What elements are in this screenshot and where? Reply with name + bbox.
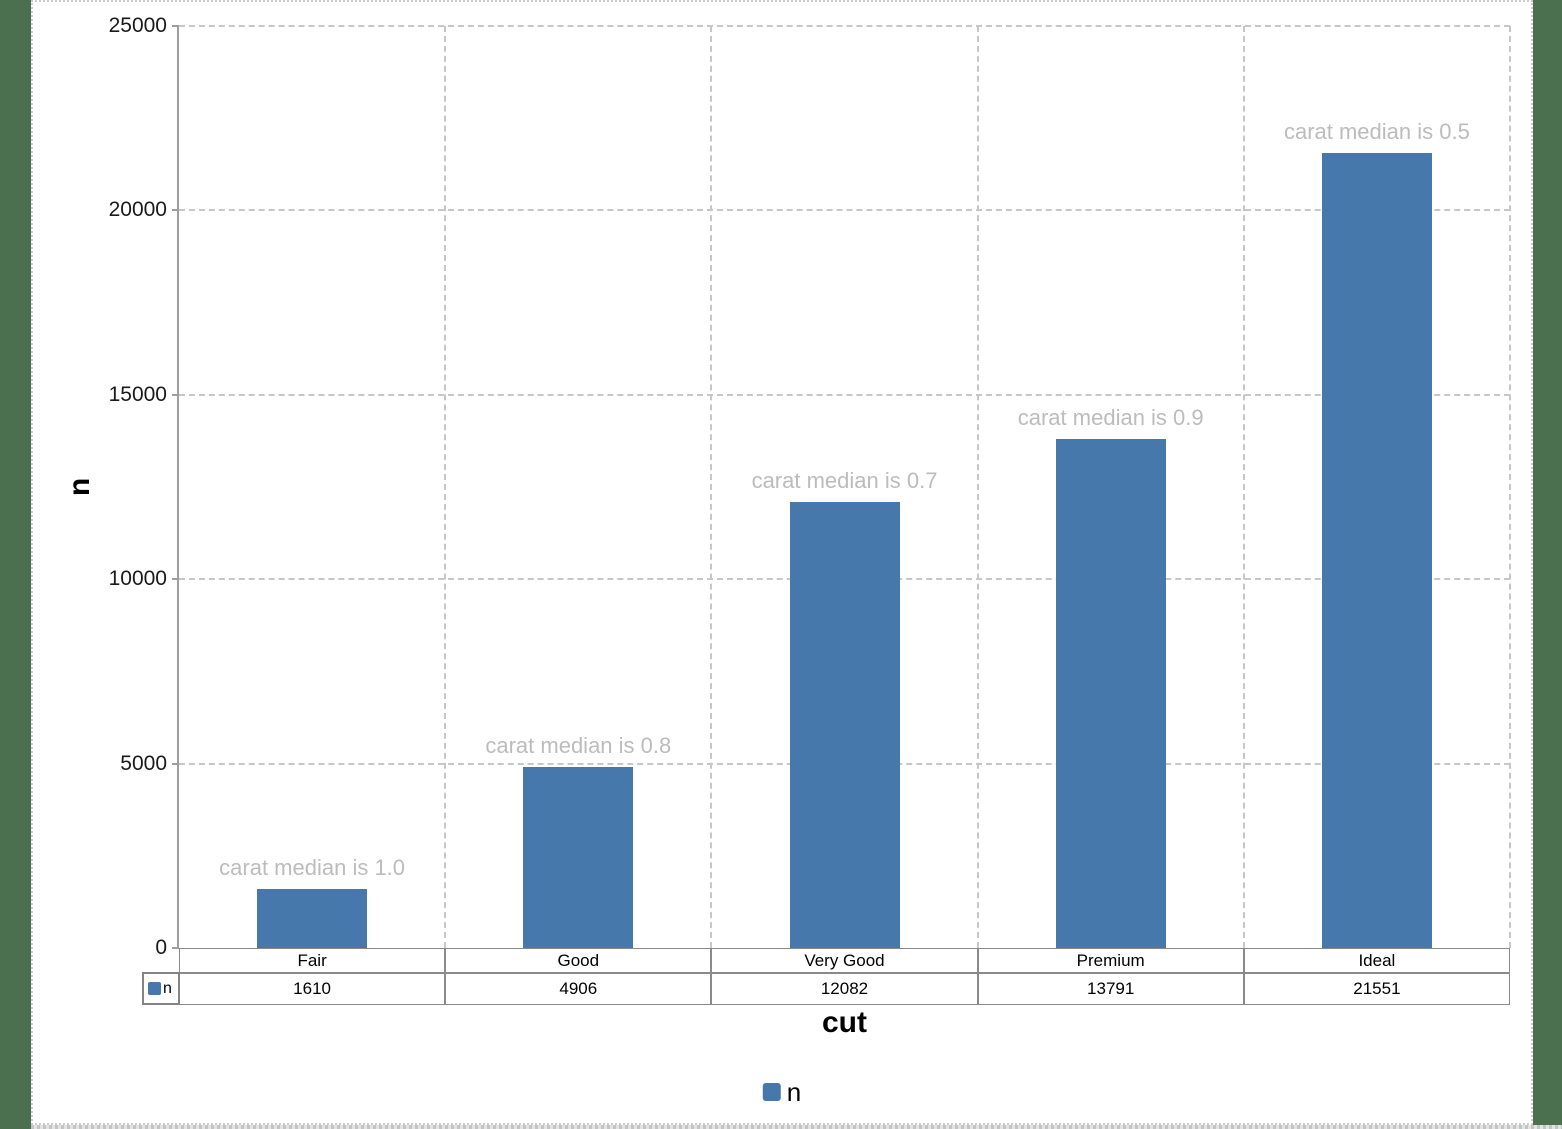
gridline-vertical [1242,26,1245,948]
y-axis-tick [172,578,179,581]
y-tick-label: 10000 [108,567,167,591]
series-swatch-icon [148,982,161,995]
table-cell-value-premium: 13791 [977,973,1244,1005]
y-tick-label: 0 [155,936,167,959]
bar-premium[interactable] [1055,439,1166,948]
gridline-horizontal [179,209,1510,212]
table-legend-key-cell: n [142,972,180,1005]
y-tick-label: 20000 [108,198,167,222]
y-axis-tick [172,209,179,212]
y-tick-label: 5000 [120,751,167,775]
y-tick-label: 25000 [108,14,167,37]
gridline-vertical [444,26,447,948]
series-name-label: n [163,979,172,997]
gridline-vertical [976,26,979,948]
y-axis-line [177,26,179,948]
bottom-strip [31,1125,1562,1129]
table-cell-value-very-good: 12082 [711,973,978,1005]
table-cell-value-ideal: 21551 [1243,973,1510,1005]
y-axis-tick [172,947,179,949]
bar-ideal[interactable] [1321,153,1432,948]
gridline-vertical [1509,26,1511,948]
bar-very-good[interactable] [789,502,900,948]
y-axis-tick [172,25,179,27]
table-cell-category-good: Good [445,948,712,973]
bar-annotation-premium: carat median is 0.9 [1017,405,1204,431]
gridline-horizontal [179,393,1510,396]
bar-annotation-ideal: carat median is 0.5 [1283,119,1470,145]
bar-fair[interactable] [257,888,368,948]
chart-panel[interactable]: n cut n 0 5000 10000 15000 20000 25000 carat m… [31,0,1533,1125]
bar-annotation-very-good: carat median is 0.7 [751,468,938,494]
table-cell-value-good: 4906 [445,973,712,1005]
gridline-horizontal [179,25,1510,27]
bar-annotation-good: carat median is 0.8 [485,733,672,759]
y-axis-tick [172,762,179,765]
table-cell-category-ideal: Ideal [1243,948,1510,973]
legend[interactable]: n [762,1077,802,1107]
table-cell-category-premium: Premium [977,948,1244,973]
bar-annotation-fair: carat median is 1.0 [219,854,406,880]
y-axis-title: n [63,477,96,497]
y-axis-tick [172,393,179,396]
legend-label: n [786,1077,802,1107]
x-axis-title: cut [822,1006,867,1039]
bar-good[interactable] [523,767,634,948]
table-cell-value-fair: 1610 [179,973,446,1005]
y-tick-label: 15000 [108,382,167,406]
gridline-vertical [710,26,713,948]
legend-swatch-icon [762,1083,781,1101]
table-cell-category-fair: Fair [179,948,446,973]
table-cell-category-very-good: Very Good [711,948,978,973]
